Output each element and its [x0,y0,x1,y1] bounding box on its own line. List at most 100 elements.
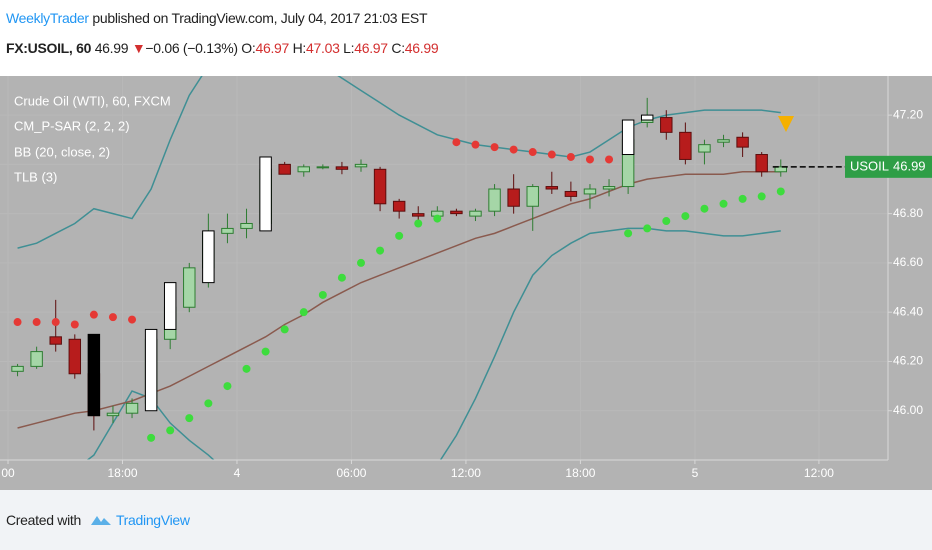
sar-dot [337,273,346,282]
x-tick-label: 18:00 [565,466,595,480]
y-tick-label: 46.80 [893,206,923,220]
low-label: L: [343,40,355,56]
sar-dot [185,414,194,423]
sar-dot [433,214,442,223]
candle-body [698,144,711,153]
candle-body [30,351,43,367]
y-tick-label: 46.00 [893,403,923,417]
candle-body [507,188,520,207]
symbol: FX:USOIL, 60 [6,40,92,56]
last: 46.99 [94,40,129,56]
legend-entry[interactable]: TLB (3) [14,169,57,184]
candle-body [660,117,673,133]
sar-dot [51,318,60,327]
sar-dot [509,145,518,154]
legend-entry[interactable]: CM_P-SAR (2, 2, 2) [14,118,130,133]
sar-dot [700,204,709,213]
sar-dot [719,199,728,208]
candle-body [278,163,291,175]
tlb-box [163,282,177,330]
high: 47.03 [306,40,340,56]
sar-dot [108,313,117,322]
sar-dot [662,217,671,226]
sar-dot [357,258,366,267]
candle-body [354,163,368,168]
sar-dot [223,382,232,391]
legend-entry[interactable]: BB (20, close, 2) [14,144,110,159]
open: 46.97 [255,40,290,56]
candle-body [49,336,62,345]
candle-body [602,186,616,190]
sar-dot [89,310,98,319]
sar-dot [757,192,766,201]
alert-marker [778,116,794,132]
sar-dot [128,315,137,324]
candle-body [392,200,406,212]
candle-body [335,166,349,170]
candle-body [240,222,253,229]
quote-line: FX:USOIL, 60 46.99 ▼−0.06 (−0.13%) O:46.… [6,40,439,56]
byline: WeeklyTrader published on TradingView.co… [6,10,428,26]
high-label: H: [292,40,307,56]
brand[interactable]: TradingView [115,512,190,528]
price-tag-symbol: USOIL [850,158,889,173]
candle-body [679,131,692,160]
sar-dot [242,364,251,373]
sar-dot [13,318,22,327]
candle-body [450,210,463,215]
legend-entry[interactable]: Crude Oil (WTI), 60, FXCM [14,93,171,108]
candle-body [564,190,578,197]
sar-dot [414,219,423,228]
logo [90,516,111,525]
sar-dot [166,426,175,435]
y-tick-label: 46.40 [893,304,923,318]
author[interactable]: WeeklyTrader [6,10,89,26]
sar-dot [624,229,633,238]
tlb-box [144,328,158,412]
bb-upper [17,76,781,249]
sar-dot [280,325,289,334]
y-tick-label: 46.60 [893,255,923,269]
candle-body [125,402,139,414]
sar-dot [471,140,480,149]
candle-body [526,186,539,207]
sar-dot [585,155,594,164]
candle-body [11,365,24,372]
price-tag-value: 46.99 [893,158,926,173]
y-tick-label: 47.20 [893,107,923,121]
x-tick-label: 5 [692,466,699,480]
sar-dot [776,187,785,196]
tlb-box [202,230,215,284]
low: 46.97 [354,40,388,56]
sar-dot [547,150,556,159]
candle-body [774,166,787,173]
change: −0.06 (−0.13%) [145,40,238,56]
x-tick-label: 06:00 [336,466,366,480]
arrow: ▼ [131,40,146,56]
header: WeeklyTrader published on TradingView.co… [0,0,932,76]
sar-dot [147,433,156,442]
candle-body [583,188,597,195]
sar-dot [452,138,461,147]
footer: Created with TradingView [0,490,932,550]
candle-body [316,166,330,169]
sar-dot [70,320,79,329]
sar-dot [318,290,327,299]
sar-dot [299,308,308,317]
x-tick-label: 12:00 [804,466,834,480]
candle-body [183,267,196,308]
sar-dot [566,152,575,161]
tlb-box [621,119,635,156]
close: 46.99 [404,40,439,56]
x-tick-label: 18:00 [107,466,137,480]
tlb-box [640,114,654,121]
candle-body [221,227,234,234]
chart: 46.0046.2046.4046.6046.8047.0047.200018:… [0,76,932,490]
close-label: C: [391,40,405,56]
price-tag [845,155,932,178]
x-tick-label: 00 [1,466,15,480]
sar-dot [681,212,690,221]
x-tick-label: 4 [234,466,241,480]
candle-body [469,210,482,217]
